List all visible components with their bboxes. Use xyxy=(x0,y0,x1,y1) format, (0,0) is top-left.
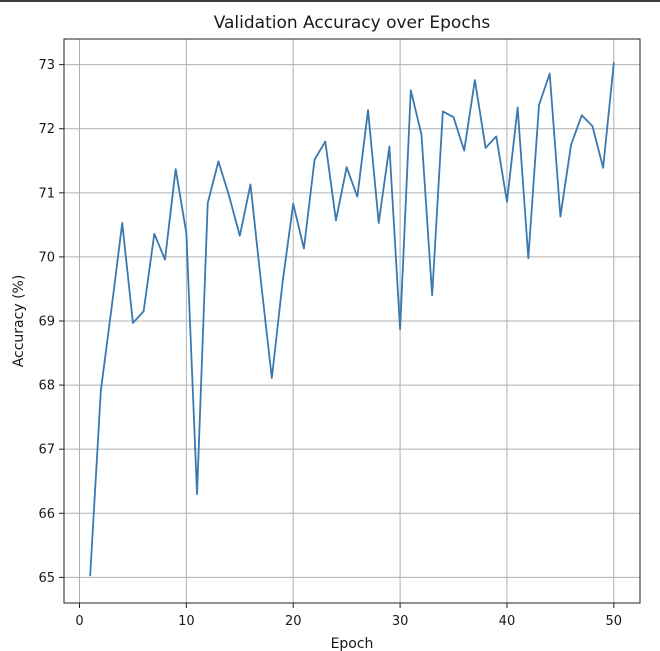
x-axis-ticks: 0 10 20 30 40 50 xyxy=(75,603,622,629)
x-tick-label: 50 xyxy=(606,614,623,629)
series xyxy=(89,61,615,577)
y-axis-ticks: 65 66 67 68 69 70 71 72 73 xyxy=(38,58,64,586)
plot-frame xyxy=(63,38,641,604)
y-tick-label: 68 xyxy=(38,379,55,394)
y-tick-label: 70 xyxy=(38,250,55,265)
grid xyxy=(64,39,640,603)
x-tick-label: 20 xyxy=(285,614,302,629)
y-tick-label: 67 xyxy=(38,443,55,458)
y-tick-label: 65 xyxy=(38,571,55,586)
top-border xyxy=(0,0,660,2)
y-tick-label: 73 xyxy=(38,58,55,73)
chart-title: Validation Accuracy over Epochs xyxy=(214,13,491,33)
y-tick-label: 71 xyxy=(38,186,55,201)
x-tick-label: 10 xyxy=(178,614,195,629)
y-axis-label: Accuracy (%) xyxy=(11,275,27,368)
y-tick-label: 72 xyxy=(38,122,55,137)
x-tick-label: 30 xyxy=(392,614,409,629)
x-tick-label: 0 xyxy=(75,614,83,629)
accuracy-series-line xyxy=(89,61,615,577)
x-tick-label: 40 xyxy=(499,614,516,629)
y-tick-label: 66 xyxy=(38,507,55,522)
x-axis-label: Epoch xyxy=(331,636,374,651)
y-tick-label: 69 xyxy=(38,315,55,330)
